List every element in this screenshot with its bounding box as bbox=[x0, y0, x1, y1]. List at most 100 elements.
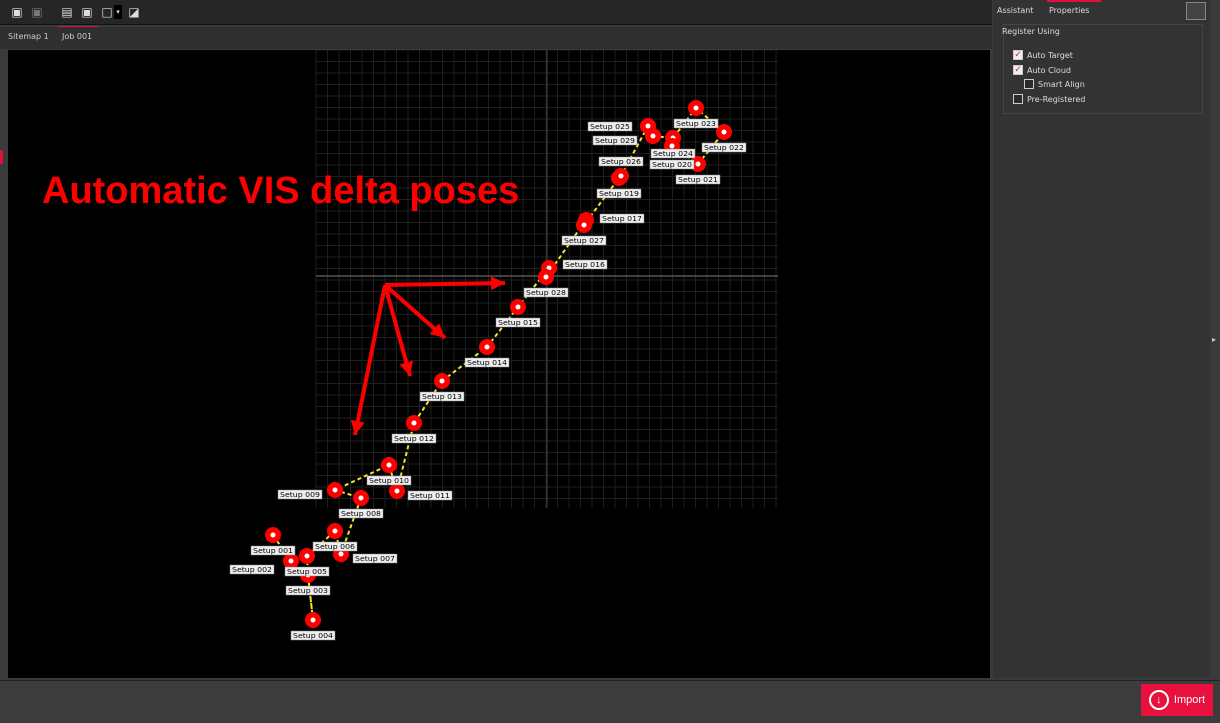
setup-label: Setup 016 bbox=[565, 261, 606, 269]
checkbox-box bbox=[1013, 94, 1023, 104]
smart-align-checkbox[interactable]: Smart Align bbox=[1024, 79, 1085, 89]
setup-label: Setup 011 bbox=[410, 492, 450, 500]
setup-marker-center bbox=[650, 133, 656, 139]
add-layer-icon[interactable]: ▣ bbox=[11, 5, 23, 19]
setup-label-bg bbox=[587, 121, 633, 132]
chevron-right-icon: ▸ bbox=[1212, 335, 1217, 344]
setup-marker-center bbox=[645, 123, 651, 129]
tab-sitemap-1[interactable]: Sitemap 1 bbox=[8, 32, 49, 41]
setup-label-bg bbox=[277, 489, 323, 500]
export-image-icon[interactable]: ◪ bbox=[128, 5, 140, 19]
layer-settings-icon[interactable]: ▣ bbox=[81, 5, 93, 19]
setup-marker-center bbox=[288, 558, 294, 564]
tab-properties[interactable]: Properties bbox=[1049, 6, 1090, 15]
setup-marker-center bbox=[484, 344, 490, 350]
setup-label-bg bbox=[650, 148, 696, 159]
panel-collapse-bar[interactable]: ▸ bbox=[1210, 0, 1220, 678]
setup-label: Setup 015 bbox=[498, 319, 538, 327]
toolbar: ▣ ▣ ▤ ▣ □ ▾ ◪ bbox=[0, 0, 992, 25]
setup-label-bg bbox=[352, 553, 398, 564]
setup-label: Setup 024 bbox=[653, 150, 694, 158]
tab-assistant[interactable]: Assistant bbox=[997, 6, 1034, 15]
setup-label-bg bbox=[675, 174, 721, 185]
document-tabs: Sitemap 1 Job 001 bbox=[0, 27, 992, 49]
setup-label: Setup 026 bbox=[601, 158, 642, 166]
select-box-icon[interactable]: □ bbox=[101, 5, 113, 19]
setup-label: Setup 027 bbox=[564, 237, 604, 245]
arrow-head-icon bbox=[399, 360, 414, 376]
annotation-arrow bbox=[384, 281, 506, 287]
setup-label-bg bbox=[596, 188, 642, 199]
smart-align-label: Smart Align bbox=[1038, 79, 1085, 89]
auto-cloud-label: Auto Cloud bbox=[1027, 65, 1071, 75]
setup-label-bg bbox=[407, 490, 453, 501]
setup-label: Setup 004 bbox=[293, 632, 334, 640]
setup-label: Setup 029 bbox=[595, 137, 635, 145]
sitemap-view[interactable]: Setup 001 Setup 002 Setup 003 Setup 004 Setu… bbox=[8, 49, 990, 678]
import-button[interactable]: ↓ Import bbox=[1141, 684, 1213, 716]
remove-layer-icon[interactable]: ▣ bbox=[31, 5, 43, 19]
register-using-label: Register Using bbox=[1002, 27, 1060, 36]
arrow-head-icon bbox=[350, 419, 365, 435]
setup-marker-center bbox=[332, 487, 338, 493]
check-icon: ✓ bbox=[1013, 65, 1023, 75]
annotation-title: Automatic VIS delta poses bbox=[42, 170, 520, 212]
setup-label-bg bbox=[391, 433, 437, 444]
setup-label-bg bbox=[673, 118, 719, 129]
setup-marker-center bbox=[411, 420, 417, 426]
setup-label: Setup 014 bbox=[467, 359, 508, 367]
setup-label: Setup 006 bbox=[315, 543, 356, 551]
setup-label: Setup 008 bbox=[341, 510, 381, 518]
setup-label-bg bbox=[495, 317, 541, 328]
setup-marker-center bbox=[270, 532, 276, 538]
setup-label-bg bbox=[250, 545, 296, 556]
auto-target-checkbox[interactable]: ✓ Auto Target bbox=[1013, 50, 1073, 60]
setup-marker-center bbox=[693, 105, 699, 111]
setup-marker-center bbox=[394, 488, 400, 494]
setup-marker-center bbox=[304, 553, 310, 559]
pre-registered-label: Pre-Registered bbox=[1027, 94, 1086, 104]
setup-label: Setup 002 bbox=[232, 566, 272, 574]
setup-label-bg bbox=[285, 585, 331, 596]
import-label: Import bbox=[1173, 694, 1206, 706]
setup-label: Setup 023 bbox=[676, 120, 716, 128]
setup-label-bg bbox=[229, 564, 275, 575]
setup-label-bg bbox=[312, 541, 358, 552]
setup-label: Setup 021 bbox=[678, 176, 718, 184]
register-using-group bbox=[1003, 24, 1203, 114]
setup-label: Setup 012 bbox=[394, 435, 434, 443]
setup-label: Setup 009 bbox=[280, 491, 320, 499]
setup-label-bg bbox=[562, 259, 608, 270]
setup-marker-center bbox=[581, 222, 587, 228]
checkbox-box bbox=[1024, 79, 1034, 89]
pre-registered-checkbox[interactable]: Pre-Registered bbox=[1013, 94, 1085, 104]
setup-marker-center bbox=[310, 617, 316, 623]
arrow-head-icon bbox=[429, 323, 445, 338]
tab-job-001[interactable]: Job 001 bbox=[62, 32, 93, 41]
setup-marker-center bbox=[338, 551, 344, 557]
setup-label-bg bbox=[290, 630, 336, 641]
setup-label: Setup 005 bbox=[287, 568, 327, 576]
left-panel-marker bbox=[0, 150, 3, 164]
auto-cloud-checkbox[interactable]: ✓ Auto Cloud bbox=[1013, 65, 1071, 75]
fit-view-icon[interactable]: ▤ bbox=[61, 5, 73, 19]
setup-label: Setup 019 bbox=[599, 190, 639, 198]
setup-marker-center bbox=[618, 173, 624, 179]
check-icon: ✓ bbox=[1013, 50, 1023, 60]
setup-label-bg bbox=[464, 357, 510, 368]
setup-label-bg bbox=[284, 566, 330, 577]
setup-marker-center bbox=[721, 129, 727, 135]
setup-marker-center bbox=[358, 495, 364, 501]
setup-label: Setup 007 bbox=[355, 555, 395, 563]
sitemap-canvas[interactable]: Setup 001 Setup 002 Setup 003 Setup 004 Setu… bbox=[8, 49, 990, 678]
restore-window-button[interactable] bbox=[1186, 2, 1206, 20]
dropdown-icon[interactable]: ▾ bbox=[114, 5, 122, 19]
setup-label-bg bbox=[598, 156, 644, 167]
auto-target-label: Auto Target bbox=[1027, 50, 1073, 60]
download-icon: ↓ bbox=[1148, 690, 1169, 710]
arrow-head-icon bbox=[490, 276, 505, 291]
bottom-bar bbox=[0, 680, 1220, 723]
setup-label: Setup 003 bbox=[288, 587, 328, 595]
properties-tab-indicator bbox=[1047, 0, 1101, 2]
setup-label: Setup 010 bbox=[369, 477, 409, 485]
